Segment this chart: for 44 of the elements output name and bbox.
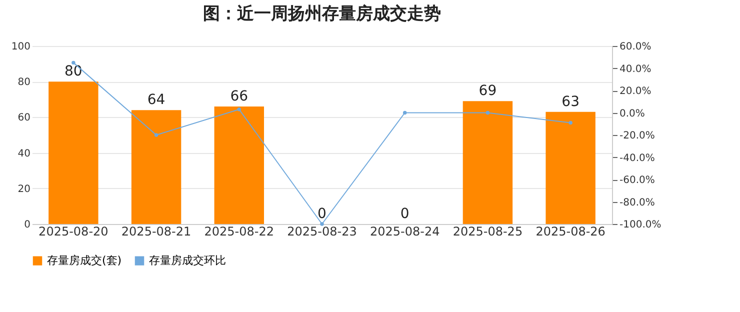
y2-tick-label: 40.0% (620, 64, 652, 75)
y-tick-label: 40 (18, 148, 30, 160)
data-label: 80 (64, 64, 82, 80)
y2-tick-label: -80.0% (620, 197, 655, 208)
bar (462, 101, 513, 224)
x-tick-label: 2025-08-24 (370, 224, 440, 238)
data-label: 66 (230, 88, 248, 105)
x-tick-label: 2025-08-22 (204, 224, 274, 238)
data-label: 63 (562, 94, 580, 110)
data-label: 69 (478, 83, 497, 100)
x-tick-label: 2025-08-23 (287, 224, 357, 238)
point (237, 108, 242, 112)
data-label: 0 (400, 206, 410, 222)
x-tick-label: 2025-08-26 (536, 224, 606, 238)
x-tick-label: 2025-08-20 (38, 224, 108, 238)
y2-tick-label: -20.0% (620, 130, 655, 142)
point (486, 110, 490, 115)
y-tick-label: 60 (18, 112, 30, 124)
legend-label: 存量房成交(套) (47, 254, 122, 267)
x-tick-label: 2025-08-25 (452, 224, 523, 238)
bar (48, 82, 98, 224)
y-tick-label: 100 (11, 42, 30, 52)
x-tick-label: 2025-08-21 (121, 224, 192, 238)
data-label: 0 (318, 206, 326, 222)
y2-tick-label: 20.0% (620, 86, 652, 97)
y-tick-label: 80 (18, 77, 30, 88)
data-label: 64 (147, 92, 166, 108)
chart-title: 图：近一周扬州存量房成交走势 (203, 4, 441, 24)
point (154, 133, 158, 137)
bar (214, 106, 264, 224)
bar (131, 110, 182, 224)
bar (546, 112, 596, 224)
point (568, 120, 572, 125)
legend-label: 存量房成交环比 (149, 254, 226, 267)
point (320, 222, 324, 226)
y2-tick-label: 0.0% (620, 108, 645, 120)
y2-tick-label: -60.0% (620, 175, 655, 186)
y2-tick-label: -100.0% (620, 220, 662, 230)
point (72, 60, 76, 65)
y2-tick-label: 60.0% (620, 42, 652, 52)
y-tick-label: 20 (18, 184, 30, 195)
y2-tick-label: -40.0% (620, 152, 655, 164)
point (402, 110, 407, 115)
y-tick-label: 0 (24, 220, 30, 230)
